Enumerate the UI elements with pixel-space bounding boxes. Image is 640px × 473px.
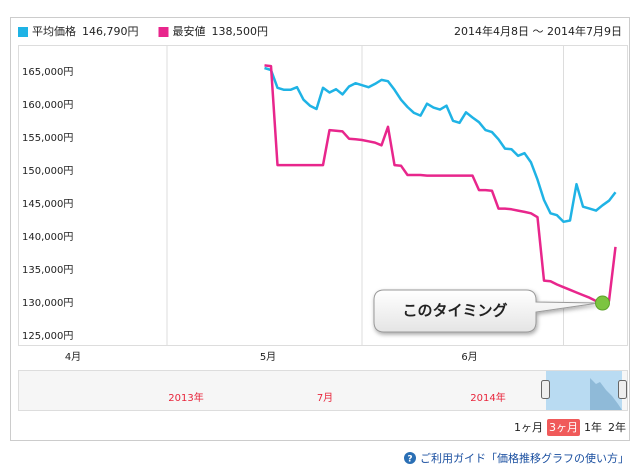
legend-swatch <box>18 27 28 37</box>
x-tick-label: 5月 <box>260 351 276 363</box>
range-button-label[interactable]: 3ヶ月 <box>549 421 578 434</box>
range-button[interactable] <box>582 419 604 436</box>
legend-value: 146,790円 <box>82 25 139 38</box>
legend-label: 平均価格 <box>32 24 76 38</box>
range-button-label[interactable]: 2年 <box>608 420 626 434</box>
highlight-point <box>595 295 610 311</box>
navigator-label: 2014年 <box>470 391 505 404</box>
date-range: 2014年4月8日 ～ 2014年7月9日 <box>454 24 622 38</box>
callout-bubble <box>373 289 599 333</box>
x-tick-label: 4月 <box>65 351 81 363</box>
range-button[interactable] <box>606 419 628 436</box>
navigator-label: 7月 <box>317 392 333 404</box>
range-button[interactable] <box>512 419 545 436</box>
y-tick-label: 150,000円 <box>22 166 73 177</box>
callout <box>373 289 599 333</box>
y-tick-label: 160,000円 <box>22 100 73 111</box>
x-tick-label: 6月 <box>461 351 477 363</box>
series-line <box>264 64 617 305</box>
legend-value: 138,500円 <box>212 25 269 38</box>
help-icon[interactable] <box>404 452 416 464</box>
y-tick-label: 155,000円 <box>22 133 73 144</box>
callout-text: このタイミング <box>402 302 507 320</box>
range-buttons: 1ヶ月 3ヶ月 1年 2年 <box>512 419 628 436</box>
y-tick-label: 145,000円 <box>22 199 73 210</box>
navigator <box>18 370 628 411</box>
y-tick-label: 165,000円 <box>22 67 73 78</box>
series-line <box>264 66 617 224</box>
y-tick-label: 130,000円 <box>22 298 73 309</box>
plot-frame <box>18 45 628 346</box>
y-tick-label: 140,000円 <box>22 232 73 243</box>
legend: 平均価格 146,790円 最安値 138,500円 <box>18 24 268 38</box>
y-tick-label: 135,000円 <box>22 265 73 276</box>
navigator-series <box>590 378 622 410</box>
navigator-label: 2013年 <box>168 391 203 404</box>
y-tick-label: 125,000円 <box>22 331 73 342</box>
range-button-label[interactable]: 1ヶ月 <box>514 421 543 434</box>
range-button[interactable] <box>547 419 580 436</box>
legend-swatch <box>158 27 169 37</box>
legend-label: 最安値 <box>173 24 206 38</box>
navigator-handle[interactable] <box>541 380 550 399</box>
help-icon-glyph: ? <box>407 455 412 465</box>
navigator-handle[interactable] <box>618 380 627 399</box>
guide-link[interactable]: ご利用ガイド「価格推移グラフの使い方」 <box>420 451 629 465</box>
range-button-label[interactable]: 1年 <box>584 420 602 434</box>
plot: 165,000円 160,000円 155,000円 150,000円 145,000円… <box>22 45 617 363</box>
